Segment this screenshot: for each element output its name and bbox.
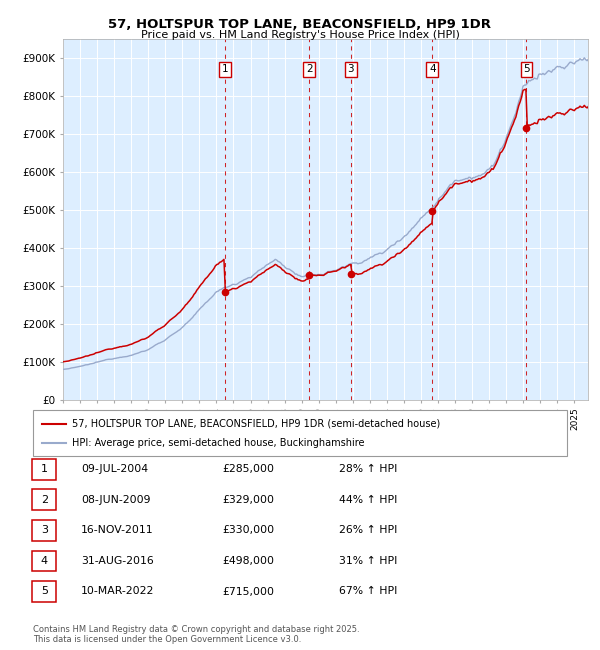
Text: 10-MAR-2022: 10-MAR-2022 (81, 586, 154, 597)
Text: 08-JUN-2009: 08-JUN-2009 (81, 495, 151, 505)
Text: £715,000: £715,000 (222, 586, 274, 597)
Text: 26% ↑ HPI: 26% ↑ HPI (339, 525, 397, 536)
Text: 2: 2 (306, 64, 313, 74)
Text: £285,000: £285,000 (222, 464, 274, 474)
Text: 16-NOV-2011: 16-NOV-2011 (81, 525, 154, 536)
Text: 09-JUL-2004: 09-JUL-2004 (81, 464, 148, 474)
Text: 1: 1 (41, 464, 48, 474)
Text: HPI: Average price, semi-detached house, Buckinghamshire: HPI: Average price, semi-detached house,… (72, 438, 365, 448)
Text: 4: 4 (429, 64, 436, 74)
Text: 5: 5 (523, 64, 530, 74)
Text: £330,000: £330,000 (222, 525, 274, 536)
Text: 57, HOLTSPUR TOP LANE, BEACONSFIELD, HP9 1DR (semi-detached house): 57, HOLTSPUR TOP LANE, BEACONSFIELD, HP9… (72, 419, 440, 428)
Text: Price paid vs. HM Land Registry's House Price Index (HPI): Price paid vs. HM Land Registry's House … (140, 30, 460, 40)
Text: 31% ↑ HPI: 31% ↑ HPI (339, 556, 397, 566)
Text: 67% ↑ HPI: 67% ↑ HPI (339, 586, 397, 597)
Text: Contains HM Land Registry data © Crown copyright and database right 2025.: Contains HM Land Registry data © Crown c… (33, 625, 359, 634)
Text: 4: 4 (41, 556, 48, 566)
Text: 3: 3 (41, 525, 48, 536)
Text: 1: 1 (222, 64, 229, 74)
Text: 3: 3 (347, 64, 354, 74)
Text: 44% ↑ HPI: 44% ↑ HPI (339, 495, 397, 505)
Text: 31-AUG-2016: 31-AUG-2016 (81, 556, 154, 566)
Text: £498,000: £498,000 (222, 556, 274, 566)
Text: 2: 2 (41, 495, 48, 505)
Text: 5: 5 (41, 586, 48, 597)
Text: This data is licensed under the Open Government Licence v3.0.: This data is licensed under the Open Gov… (33, 634, 301, 644)
Text: 28% ↑ HPI: 28% ↑ HPI (339, 464, 397, 474)
Text: £329,000: £329,000 (222, 495, 274, 505)
Text: 57, HOLTSPUR TOP LANE, BEACONSFIELD, HP9 1DR: 57, HOLTSPUR TOP LANE, BEACONSFIELD, HP9… (109, 18, 491, 31)
